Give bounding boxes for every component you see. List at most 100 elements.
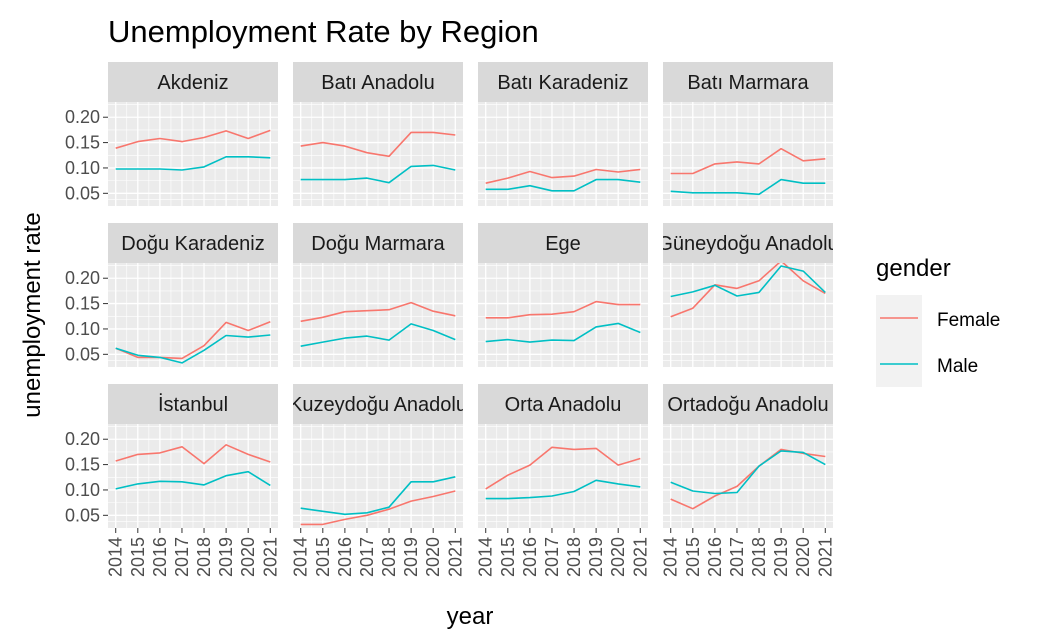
x-tick-label: 2016	[150, 537, 170, 577]
panel-bati-karadeniz: Batı Karadeniz	[478, 62, 648, 206]
series-line-female-dogu-marmara	[300, 301, 456, 323]
x-tick-label: 2019	[771, 537, 791, 577]
x-tick-label: 2019	[586, 537, 606, 577]
x-tick-label: 2014	[476, 537, 496, 577]
strip-label-bati-marmara: Batı Marmara	[687, 72, 809, 94]
strip-orta-anadolu	[478, 384, 648, 424]
x-tick-label: 2014	[106, 537, 126, 577]
series-line-male-ortadogu-anadolu	[670, 450, 826, 495]
series-line-male-istanbul	[115, 470, 271, 490]
x-tick-label: 2021	[630, 537, 650, 577]
x-tick-label: 2021	[815, 537, 835, 577]
strip-ege	[478, 223, 648, 263]
y-tick-label: 0.10	[65, 480, 100, 500]
strip-bati-marmara	[663, 62, 833, 102]
panel-bati-anadolu: Batı Anadolu	[293, 62, 463, 206]
y-tick-label: 0.15	[65, 294, 100, 314]
strip-akdeniz	[108, 62, 278, 102]
strip-label-akdeniz: Akdeniz	[157, 72, 228, 94]
strip-bati-anadolu	[293, 62, 463, 102]
series-line-female-istanbul	[115, 443, 271, 465]
x-tick-label: 2018	[379, 537, 399, 577]
y-tick-label: 0.10	[65, 319, 100, 339]
x-tick-label: 2019	[216, 537, 236, 577]
series-line-male-bati-karadeniz	[485, 178, 641, 192]
legend-label-female: Female	[937, 310, 1000, 331]
strip-ortadogu-anadolu	[663, 384, 833, 424]
series-line-male-bati-marmara	[670, 178, 826, 196]
series-line-female-bati-anadolu	[300, 131, 456, 158]
strip-dogu-marmara	[293, 223, 463, 263]
x-tick-label: 2020	[238, 537, 258, 577]
x-tick-label: 2019	[401, 537, 421, 577]
panel-bati-marmara: Batı Marmara	[663, 62, 833, 206]
legend-label-male: Male	[937, 356, 978, 377]
y-tick-label: 0.10	[65, 158, 100, 178]
series-line-female-kuzeydogu-anadolu	[300, 490, 456, 526]
series-line-female-dogu-karadeniz	[115, 321, 271, 360]
x-tick-label: 2017	[357, 537, 377, 577]
strip-label-ege: Ege	[545, 233, 581, 255]
x-axis-title: year	[447, 603, 494, 630]
series-line-female-bati-marmara	[670, 147, 826, 175]
x-tick-label: 2017	[727, 537, 747, 577]
panel-guneydogu-anadolu: Güneydoğu Anadolu	[657, 223, 838, 367]
x-tick-label: 2017	[542, 537, 562, 577]
series-line-female-ege	[485, 300, 641, 319]
x-tick-label: 2021	[260, 537, 280, 577]
x-tick-label: 2015	[128, 537, 148, 577]
series-line-female-guneydogu-anadolu	[670, 263, 826, 318]
strip-istanbul	[108, 384, 278, 424]
panel-ege: Ege	[478, 223, 648, 367]
x-tick-label: 2016	[520, 537, 540, 577]
x-tick-label: 2016	[335, 537, 355, 577]
strip-dogu-karadeniz	[108, 223, 278, 263]
legend-title: gender	[876, 255, 951, 282]
strip-label-istanbul: İstanbul	[158, 393, 228, 416]
legend: gender Female Male	[876, 255, 1000, 387]
strip-label-bati-karadeniz: Batı Karadeniz	[497, 72, 628, 94]
x-tick-label: 2021	[445, 537, 465, 577]
x-tick-label: 2018	[564, 537, 584, 577]
strip-guneydogu-anadolu	[663, 223, 833, 263]
panel-ortadogu-anadolu: Ortadoğu Anadolu 2014 2015 2016 2017 2018 2019…	[661, 384, 835, 577]
x-tick-label: 2017	[172, 537, 192, 577]
y-axis-title: unemployment rate	[19, 212, 46, 417]
facet-panels: Akdeniz 0.05 0.10 0.15 0.20 Batı Anadolu Batı …	[65, 62, 838, 577]
x-tick-label: 2020	[423, 537, 443, 577]
series-line-female-bati-karadeniz	[485, 168, 641, 184]
y-tick-label: 0.20	[65, 268, 100, 288]
x-tick-label: 2015	[313, 537, 333, 577]
series-line-male-orta-anadolu	[485, 479, 641, 500]
y-tick-label: 0.05	[65, 505, 100, 525]
series-line-male-dogu-karadeniz	[115, 334, 271, 364]
series-line-male-kuzeydogu-anadolu	[300, 476, 456, 516]
strip-label-ortadogu-anadolu: Ortadoğu Anadolu	[667, 394, 828, 416]
strip-label-guneydogu-anadolu: Güneydoğu Anadolu	[657, 233, 838, 255]
panel-orta-anadolu: Orta Anadolu 2014 2015 2016 2017 2018 2019 2020…	[476, 384, 650, 577]
panel-dogu-marmara: Doğu Marmara	[293, 223, 463, 367]
series-line-female-akdeniz	[115, 129, 271, 149]
y-tick-label: 0.20	[65, 429, 100, 449]
series-line-female-orta-anadolu	[485, 446, 641, 490]
strip-label-orta-anadolu: Orta Anadolu	[505, 394, 622, 416]
strip-label-dogu-karadeniz: Doğu Karadeniz	[121, 233, 264, 255]
y-tick-label: 0.05	[65, 344, 100, 364]
panel-kuzeydogu-anadolu: Kuzeydoğu Anadolu 2014 2015 2016 2017 2018 201…	[289, 384, 467, 577]
chart-title: Unemployment Rate by Region	[108, 14, 539, 49]
x-tick-label: 2016	[705, 537, 725, 577]
strip-bati-karadeniz	[478, 62, 648, 102]
x-tick-label: 2014	[661, 537, 681, 577]
panel-istanbul: İstanbul 0.05 0.10 0.15 0.20 2014 2015 2016 2017…	[65, 384, 280, 577]
strip-label-dogu-marmara: Doğu Marmara	[311, 233, 445, 255]
panel-dogu-karadeniz: Doğu Karadeniz 0.05 0.10 0.15 0.20	[65, 223, 278, 367]
x-tick-label: 2014	[291, 537, 311, 577]
y-tick-label: 0.05	[65, 183, 100, 203]
strip-label-bati-anadolu: Batı Anadolu	[321, 72, 434, 94]
y-tick-label: 0.20	[65, 107, 100, 127]
strip-kuzeydogu-anadolu	[293, 384, 463, 424]
y-tick-label: 0.15	[65, 133, 100, 153]
series-line-male-ege	[485, 322, 641, 343]
strip-label-kuzeydogu-anadolu: Kuzeydoğu Anadolu	[289, 394, 467, 416]
